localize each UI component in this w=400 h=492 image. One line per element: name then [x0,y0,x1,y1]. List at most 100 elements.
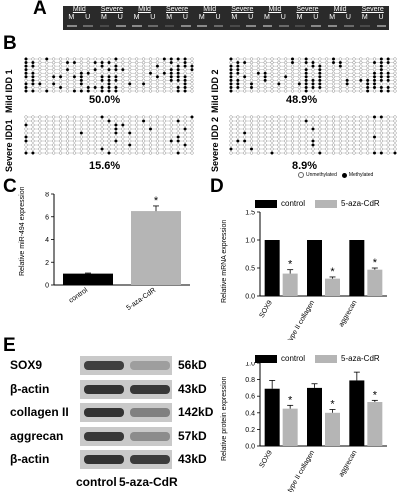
unmethylated-cpg [345,139,349,143]
unmethylated-cpg [52,57,56,61]
blot-kd-label: 57kD [178,429,207,443]
methylated-cpg [263,78,267,82]
unmethylated-cpg [162,123,166,127]
unmethylated-cpg [249,64,254,68]
unmethylated-cpg [121,57,125,61]
unmethylated-cpg [325,89,329,93]
unmethylated-cpg [318,147,322,151]
unmethylated-cpg [38,115,42,119]
methylated-cpg [176,64,180,68]
unmethylated-cpg [114,115,118,119]
unmethylated-cpg [38,78,42,82]
gel-group: Mild M U [63,6,96,30]
bar [367,269,383,296]
unmethylated-cpg [263,135,267,139]
unmethylated-cpg [325,127,329,131]
unmethylated-cpg [107,147,111,151]
unmethylated-cpg [65,89,70,93]
unmethylated-cpg [249,68,254,72]
unmethylated-cpg [345,61,349,65]
unmethylated-cpg [38,151,42,155]
chart-c: 0 2 4 6 8 control * 5-aza-CdR [45,192,190,312]
unmethylated-cpg [121,119,125,123]
unmethylated-cpg [79,61,83,65]
unmethylated-cpg [372,68,377,72]
gel-lane-m: M [68,14,75,21]
methylated-cpg [277,82,281,86]
methylated-cpg [372,151,377,155]
unmethylated-cpg [325,139,329,143]
unmethylated-cpg [45,75,49,79]
unmethylated-cpg [121,127,125,131]
unmethylated-cpg [155,139,159,143]
unmethylated-cpg [176,115,180,119]
chart-d-legend-treated: 5-aza-CdR [315,199,380,208]
x-category-label: 5-aza-CdR [125,287,157,312]
unmethylated-cpg [372,57,377,61]
unmethylated-cpg [277,139,281,143]
unmethylated-cpg [290,127,295,131]
unmethylated-cpg [155,115,159,119]
unmethylated-cpg [121,151,125,155]
unmethylated-cpg [263,131,267,135]
unmethylated-cpg [256,143,260,147]
unmethylated-cpg [86,78,90,82]
unmethylated-cpg [183,131,187,135]
unmethylated-cpg [236,57,240,61]
unmethylated-cpg [345,131,349,135]
significance-star: * [330,266,335,278]
unmethylated-cpg [393,127,397,131]
gel-lane-u: U [280,14,286,21]
unmethylated-cpg [236,135,240,139]
methylated-cpg [155,64,159,68]
unmethylated-cpg [270,139,274,143]
unmethylated-cpg [162,82,166,86]
unmethylated-cpg [135,139,139,143]
unmethylated-cpg [236,75,240,79]
methylated-cpg [183,127,187,131]
legend-unmethylated: Unmethylated [306,172,337,178]
unmethylated-cpg [121,75,125,79]
bar [367,402,383,446]
methylated-cpg [100,64,104,68]
unmethylated-cpg [31,115,35,119]
unmethylated-cpg [393,123,397,127]
unmethylated-cpg [65,71,70,75]
unmethylated-cpg [45,127,49,131]
unmethylated-cpg [24,147,28,151]
unmethylated-cpg [155,123,159,127]
unmethylated-cpg [284,127,288,131]
methylated-cpg [393,151,397,155]
unmethylated-cpg [379,139,383,143]
unmethylated-cpg [249,127,254,131]
gel-group: Severe M U [356,6,389,30]
unmethylated-cpg [297,61,301,65]
methylated-cpg [366,82,370,86]
unmethylated-cpg [52,85,56,89]
unmethylated-cpg [366,151,370,155]
gel-lane-u: U [345,14,351,21]
unmethylated-cpg [386,82,390,86]
unmethylated-cpg [331,89,336,93]
methylated-cpg [372,82,377,86]
unmethylated-cpg [256,151,260,155]
unmethylated-cpg [297,68,301,72]
unmethylated-cpg [24,78,28,82]
methylated-cpg [79,75,83,79]
unmethylated-cpg [142,61,146,65]
unmethylated-cpg [270,119,274,123]
gel-group-label: Mild [268,6,282,13]
unmethylated-cpg [79,147,83,151]
methylated-cpg [311,78,315,82]
methylated-cpg [24,64,28,68]
unmethylated-cpg [386,147,390,151]
unmethylated-cpg [135,127,139,131]
unmethylated-cpg [100,71,104,75]
y-tick-label: 1.0 [245,362,255,368]
unmethylated-cpg [38,75,42,79]
unmethylated-cpg [366,123,370,127]
methylated-cpg [72,75,76,79]
methylated-cpg [100,75,104,79]
unmethylated-cpg [249,151,254,155]
